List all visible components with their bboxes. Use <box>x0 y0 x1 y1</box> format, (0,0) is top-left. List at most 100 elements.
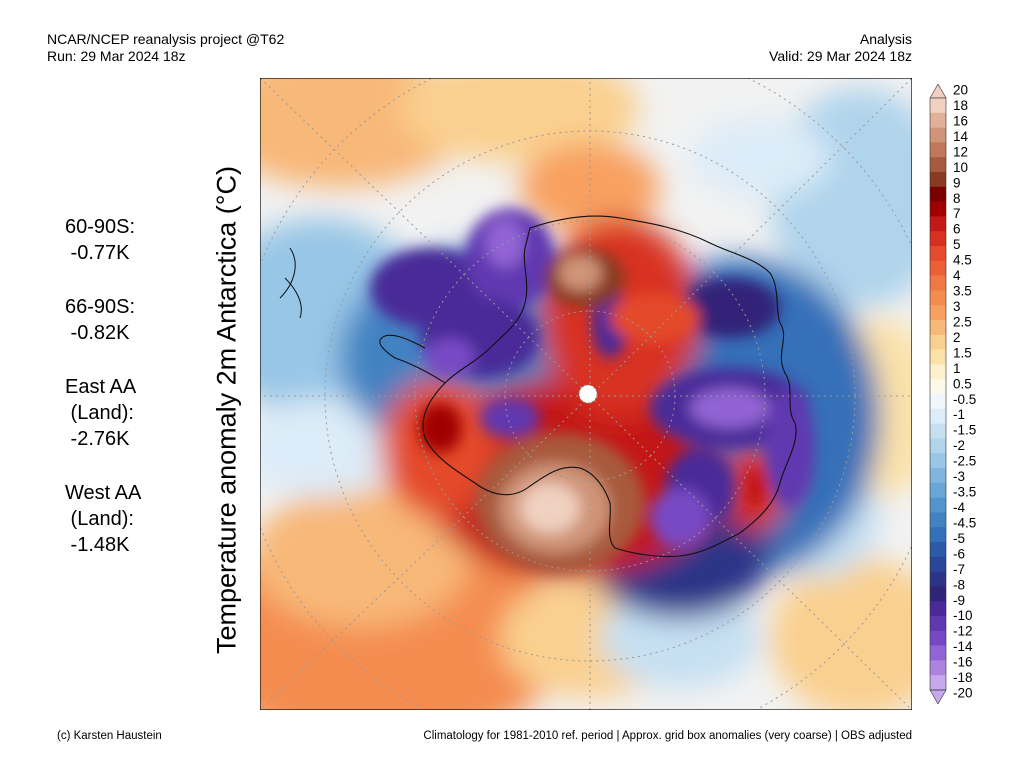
valid-time: Valid: 29 Mar 2024 18z <box>769 48 912 64</box>
colorbar-label: 4 <box>953 268 961 283</box>
colorbar-swatch <box>930 320 946 336</box>
antarctic-peninsula <box>379 334 446 384</box>
colorbar-swatches <box>929 84 947 704</box>
colorbar-bottom-arrow <box>929 689 947 704</box>
colorbar-label: 12 <box>953 144 968 159</box>
colorbar-swatch <box>930 482 946 498</box>
colorbar-label: 2.5 <box>953 314 972 329</box>
colorbar-label: -8 <box>953 577 965 592</box>
colorbar-label: -4 <box>953 500 965 515</box>
colorbar-label: -1.5 <box>953 423 976 438</box>
colorbar-label: 2 <box>953 330 961 345</box>
colorbar-label: -9 <box>953 593 965 608</box>
colorbar-swatch <box>930 556 946 572</box>
stat-label: East AA <box>65 376 137 398</box>
colorbar-label: -2.5 <box>953 454 976 469</box>
colorbar-swatch <box>930 216 946 232</box>
anomaly-stats: 60-90S: -0.77K 66-90S: -0.82K East AA (L… <box>65 214 141 586</box>
stat-value: -0.82K <box>65 322 130 344</box>
footer-note: Climatology for 1981-2010 ref. period | … <box>423 730 912 742</box>
header-right: Analysis Valid: 29 Mar 2024 18z <box>769 31 912 65</box>
colorbar-swatch <box>930 453 946 469</box>
y-axis-label: Temperature anomaly 2m Antarctica (°C) <box>211 166 242 654</box>
colorbar-label: 3.5 <box>953 284 972 299</box>
colorbar-swatch <box>930 571 946 587</box>
colorbar-label: -5 <box>953 531 965 546</box>
antarctica-coastline <box>422 215 797 557</box>
colorbar-swatch <box>930 675 946 691</box>
colorbar-label: -10 <box>953 608 973 623</box>
colorbar-label: -3.5 <box>953 485 976 500</box>
colorbar-swatch <box>930 290 946 306</box>
colorbar-label: 20 <box>953 84 968 98</box>
colorbar-label: 9 <box>953 175 961 190</box>
stat-label: (Land): <box>65 508 134 530</box>
colorbar-label: 7 <box>953 206 961 221</box>
colorbar-swatch <box>930 364 946 380</box>
colorbar-swatch <box>930 468 946 484</box>
model-title: NCAR/NCEP reanalysis project @T62 <box>47 31 285 47</box>
colorbar-swatch <box>930 157 946 173</box>
colorbar-label: -14 <box>953 639 973 654</box>
colorbar-label: 1.5 <box>953 345 972 360</box>
colorbar-swatch <box>930 542 946 558</box>
colorbar-label: 4.5 <box>953 253 972 268</box>
colorbar-label: 3 <box>953 299 961 314</box>
anomaly-core <box>370 208 815 573</box>
colorbar-label: -4.5 <box>953 515 976 530</box>
run-time: Run: 29 Mar 2024 18z <box>47 48 186 64</box>
colorbar-swatch <box>930 142 946 158</box>
colorbar-label: 18 <box>953 98 968 113</box>
colorbar-swatch <box>930 201 946 217</box>
colorbar-labels: 201816141210987654.543.532.521.510.5-0.5… <box>953 84 976 701</box>
colorbar-swatch <box>930 172 946 188</box>
header-left: NCAR/NCEP reanalysis project @T62 Run: 2… <box>47 31 284 65</box>
colorbar-swatch <box>930 275 946 291</box>
south-pole-marker <box>578 384 598 404</box>
colorbar-swatch <box>930 394 946 410</box>
stat-value: -1.48K <box>65 534 130 556</box>
colorbar-label: -7 <box>953 562 965 577</box>
colorbar-swatch <box>930 246 946 262</box>
south-america-tip <box>279 247 302 319</box>
colorbar-top-arrow <box>929 84 947 99</box>
stat-label: 60-90S: <box>65 216 136 238</box>
colorbar-label: 5 <box>953 237 961 252</box>
colorbar-swatch <box>930 231 946 247</box>
colorbar-label: -20 <box>953 686 973 701</box>
colorbar-label: -2 <box>953 438 965 453</box>
colorbar-label: -18 <box>953 670 973 685</box>
colorbar-label: 16 <box>953 113 968 128</box>
colorbar-swatch <box>930 586 946 602</box>
colorbar-label: 10 <box>953 160 968 175</box>
colorbar-swatch <box>930 98 946 114</box>
colorbar-label: 8 <box>953 191 961 206</box>
colorbar-label: -1 <box>953 407 965 422</box>
colorbar-swatch <box>930 438 946 454</box>
colorbar-swatch <box>930 423 946 439</box>
footer-credit: (c) Karsten Haustein <box>57 730 162 742</box>
colorbar-swatch <box>930 127 946 143</box>
stat-east-aa: East AA (Land): -2.76K <box>65 374 141 452</box>
colorbar-swatch <box>930 616 946 632</box>
colorbar-swatch <box>930 645 946 661</box>
colorbar-swatch <box>930 512 946 528</box>
stat-label: 66-90S: <box>65 296 136 318</box>
colorbar: 201816141210987654.543.532.521.510.5-0.5… <box>929 84 976 704</box>
stat-60-90s: 60-90S: -0.77K <box>65 214 141 266</box>
colorbar-label: 14 <box>953 129 969 144</box>
colorbar-swatch <box>930 630 946 646</box>
colorbar-label: -12 <box>953 624 973 639</box>
colorbar-swatch <box>930 527 946 543</box>
colorbar-swatch <box>930 186 946 202</box>
colorbar-label: -16 <box>953 655 973 670</box>
colorbar-label: -3 <box>953 469 965 484</box>
stat-west-aa: West AA (Land): -1.48K <box>65 480 141 558</box>
colorbar-swatch <box>930 408 946 424</box>
colorbar-swatch <box>930 379 946 395</box>
colorbar-frame <box>929 97 947 691</box>
analysis-label: Analysis <box>859 31 912 47</box>
colorbar-swatch <box>930 334 946 350</box>
colorbar-swatch <box>930 497 946 513</box>
colorbar-swatch <box>930 305 946 321</box>
